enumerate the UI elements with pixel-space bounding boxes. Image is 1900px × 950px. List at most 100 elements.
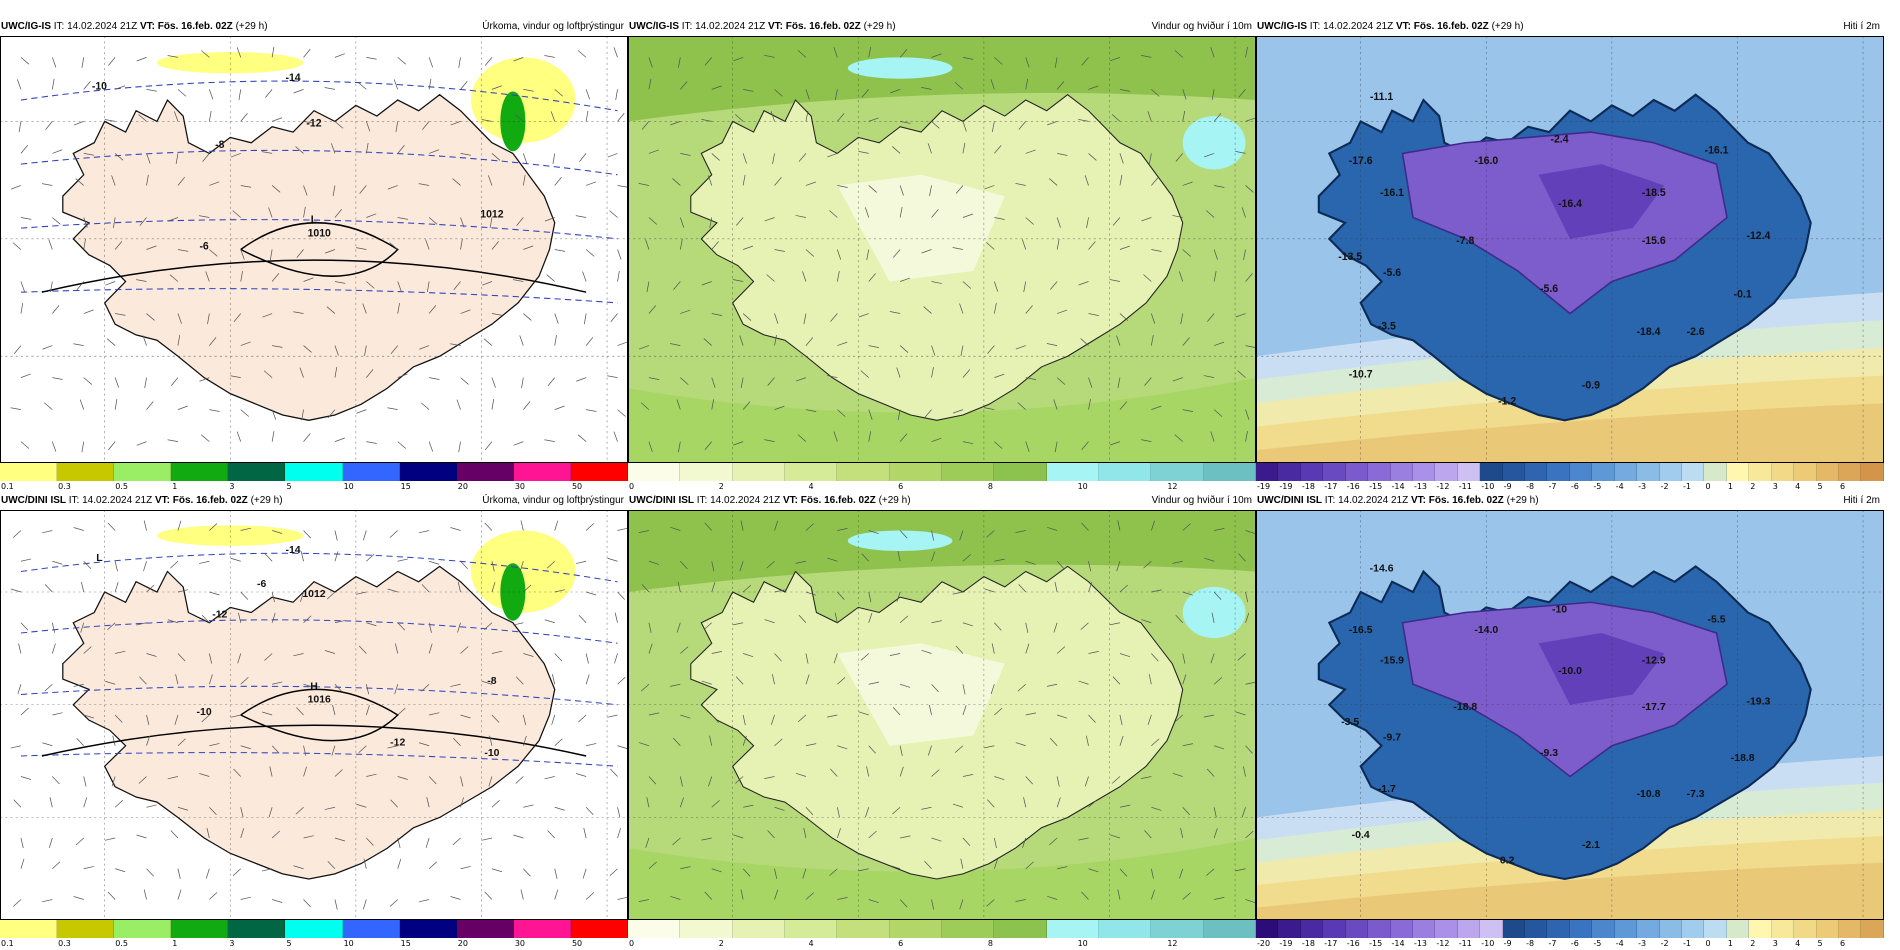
map-value-label: -2.4	[1551, 134, 1569, 146]
colorbar-tick-label: -14	[1391, 939, 1405, 948]
map-value-label: -18.8	[1731, 753, 1755, 764]
colorbar-swatch	[784, 920, 838, 938]
lead-time: (+29 h)	[878, 495, 911, 506]
colorbar-tick-label: -19	[1257, 482, 1271, 491]
colorbar-swatch	[513, 920, 571, 938]
colorbar-tick-label: 1	[1727, 482, 1733, 491]
map-value-label: -14	[286, 72, 301, 84]
colorbar-swatch	[1098, 463, 1152, 481]
map-value-label: -14.6	[1370, 564, 1394, 575]
map-canvas: L 1010 -10 -12 -14 -8 -6 1012	[0, 36, 628, 463]
map-value-label: -15.6	[1642, 235, 1666, 247]
colorbar-tick-label: -7	[1548, 939, 1557, 948]
colorbar-tick-label: 6	[898, 939, 904, 948]
panel-header: UWC/IG-IS IT: 14.02.2024 21Z VT: Fös. 16…	[0, 18, 628, 36]
map-value-label: -14	[286, 545, 301, 556]
valid-time-value: Fös. 16.feb. 02Z	[1413, 21, 1492, 32]
colorbar-swatch	[1502, 463, 1526, 481]
init-time-value: 14.02.2024 21Z	[67, 21, 140, 32]
colorbar-swatches	[628, 463, 1256, 481]
colorbar-swatch	[837, 463, 890, 481]
colorbar-tick-label: 10	[343, 482, 354, 491]
colorbar-tick-label	[1211, 938, 1256, 950]
colorbar-tick-label: -9	[1503, 939, 1512, 948]
map-value-label: -11.1	[1370, 91, 1393, 103]
colorbar-tick-label: 0	[629, 939, 635, 948]
panel-run-info: UWC/DINI ISL IT: 14.02.2024 21Z VT: Fös.…	[629, 492, 911, 510]
panel-header: UWC/DINI ISL IT: 14.02.2024 21Z VT: Fös.…	[628, 492, 1256, 510]
colorbar-swatch	[1480, 920, 1503, 938]
panel-run-info: UWC/DINI ISL IT: 14.02.2024 21Z VT: Fös.…	[1257, 492, 1539, 510]
map-canvas	[628, 36, 1256, 463]
map-value-label: -7.8	[1456, 235, 1474, 247]
panel-run-info: UWC/IG-IS IT: 14.02.2024 21Z VT: Fös. 16…	[1257, 18, 1524, 36]
colorbar-swatch	[1502, 920, 1526, 938]
colorbar-swatch	[680, 463, 733, 481]
init-time-value: 14.02.2024 21Z	[695, 21, 768, 32]
colorbar-labels: 0 2 4 6 8 10 12	[628, 481, 1256, 493]
map-value-label: -2.6	[1687, 326, 1705, 338]
colorbar-tick-label: 10	[1077, 482, 1088, 491]
init-time-value: 14.02.2024 21Z	[1338, 495, 1411, 506]
map-value-label: -16.1	[1705, 144, 1729, 156]
colorbar-tick-label: 0.5	[115, 482, 128, 491]
init-time-label: IT:	[1309, 21, 1324, 32]
colorbar-tick-label: 30	[514, 482, 526, 491]
map-value-label: -15.9	[1380, 656, 1404, 667]
map-canvas: H 1016 L 1012 -14 -12 -10 -8 -6 -12 -10	[0, 510, 628, 920]
colorbar-tick-label: -8	[1526, 482, 1535, 491]
colorbar-swatch	[0, 920, 58, 938]
colorbar-tick-label: -12	[1436, 482, 1450, 491]
colorbar-tick-label: -12	[1436, 939, 1450, 948]
colorbar-swatch	[941, 920, 995, 938]
colorbar-swatch	[1412, 463, 1436, 481]
colorbar-swatch	[1794, 463, 1817, 481]
panel-title: Hiti í 2m	[1843, 21, 1880, 32]
colorbar-tick-label: -5	[1593, 482, 1602, 491]
colorbar-swatch	[1816, 920, 1839, 938]
colorbar-swatches	[628, 920, 1256, 938]
forecast-panel-precip: UWC/IG-IS IT: 14.02.2024 21Z VT: Fös. 16…	[0, 18, 628, 493]
colorbar-swatch	[513, 463, 571, 481]
colorbar-tick-label: 6	[1839, 482, 1846, 491]
colorbar-tick-label: 15	[400, 482, 411, 491]
model-name: UWC/DINI ISL	[1, 495, 66, 506]
colorbar-tick-label: 4	[808, 482, 814, 491]
colorbar-tick-label: 20	[457, 482, 468, 491]
colorbar-swatch	[994, 463, 1047, 481]
colorbar-tick-label: -14	[1391, 482, 1405, 491]
colorbar-labels: 0.1 0.3 0.5 1 3 5 10 15 20 30 50	[0, 481, 628, 493]
map-precip: L 1010 -10 -12 -14 -8 -6 1012	[0, 36, 628, 463]
colorbar-tick-label: 1	[172, 482, 178, 491]
colorbar-tick-label: -18	[1301, 939, 1315, 948]
panel-run-info: UWC/IG-IS IT: 14.02.2024 21Z VT: Fös. 16…	[1, 18, 268, 36]
colorbar-tick-label: -11	[1458, 482, 1472, 491]
panel-run-info: UWC/DINI ISL IT: 14.02.2024 21Z VT: Fös.…	[1, 492, 283, 510]
colorbar-swatch	[1300, 920, 1324, 938]
colorbar-swatch	[285, 920, 343, 938]
colorbar-swatch	[1592, 920, 1615, 938]
valid-time-label: VT:	[139, 21, 158, 32]
colorbar-swatch	[1278, 463, 1301, 481]
map-value-label: -18.5	[1642, 187, 1666, 199]
init-time-value: 14.02.2024 21Z	[1323, 21, 1396, 32]
model-name: UWC/DINI ISL	[629, 495, 694, 506]
colorbar-tick-label: 2	[1750, 939, 1756, 948]
colorbar-tick-label: 1	[172, 939, 178, 948]
map-value-label: -10	[92, 80, 107, 92]
valid-time-label: VT:	[1410, 495, 1429, 506]
model-name: UWC/DINI ISL	[1257, 495, 1322, 506]
colorbar-swatch	[399, 463, 457, 481]
map-value-label: -10.0	[1558, 666, 1582, 677]
colorbar-tick-label: 6	[1839, 939, 1846, 948]
panel-title: Vindur og hviður í 10m	[1151, 495, 1252, 506]
panel-title: Hiti í 2m	[1843, 495, 1880, 506]
colorbar-swatch	[1816, 463, 1839, 481]
map-value-label: -10	[1552, 605, 1567, 616]
init-time-value: 14.02.2024 21Z	[710, 495, 783, 506]
colorbar-tick-label: 0	[1705, 939, 1711, 948]
colorbar: 0 2 4 6 8 10 12	[628, 920, 1256, 948]
colorbar-swatch	[1278, 920, 1301, 938]
colorbar-tick-label: 3	[229, 482, 235, 491]
colorbar-tick-label: -19	[1279, 939, 1293, 948]
